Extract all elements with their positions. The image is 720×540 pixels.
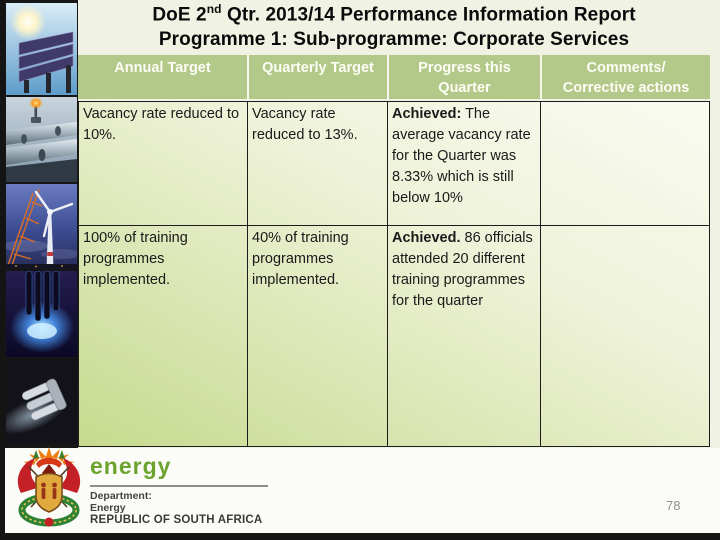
cell-progress: Achieved: The average vacancy rate for t… [388, 102, 541, 225]
cell-comments [541, 226, 709, 446]
cell-annual-target: 100% of training programmes implemented. [79, 226, 248, 446]
title-line-2: Programme 1: Sub-programme: Corporate Se… [158, 29, 630, 51]
performance-table: Annual Target Quarterly Target Progress … [78, 55, 710, 447]
footer [5, 448, 720, 533]
cell-progress: Achieved. 86 officials attended 20 diffe… [388, 226, 541, 446]
table-header-row: Annual Target Quarterly Target Progress … [78, 55, 710, 99]
cell-quarterly-target: 40% of training programmes implemented. [248, 226, 388, 446]
ordinal-superscript: nd [206, 2, 222, 16]
header-annual-target: Annual Target [78, 55, 247, 99]
energy-logo-block: energy Department: Energy REPUBLIC OF SO… [90, 453, 268, 528]
energy-wordmark: energy [90, 453, 172, 479]
page-number: 78 [666, 498, 681, 513]
title-line-1: DoE 2nd Qtr. 2013/14 Performance Informa… [152, 2, 636, 26]
wind-turbine-photo [6, 184, 77, 269]
cell-annual-target: Vacancy rate reduced to 10%. [79, 102, 248, 225]
table-body: Vacancy rate reduced to 10%. Vacancy rat… [78, 101, 710, 447]
slide-title: DoE 2nd Qtr. 2013/14 Performance Informa… [78, 2, 710, 52]
south-africa-coat-of-arms [17, 447, 81, 527]
photo-strip [5, 0, 78, 448]
slide-frame-bottom [0, 533, 720, 540]
gas-flare-pipelines-photo [6, 97, 77, 182]
solar-panels-photo [6, 3, 77, 95]
logo-divider-line [90, 484, 268, 487]
table-row: Vacancy rate reduced to 10%. Vacancy rat… [79, 102, 709, 226]
header-quarterly-target: Quarterly Target [247, 55, 387, 99]
slide-frame-left [0, 0, 5, 540]
cell-quarterly-target: Vacancy rate reduced to 13%. [248, 102, 388, 225]
dept-name: Energy [90, 501, 126, 514]
header-progress-this-quarter: Progress this Quarter [387, 55, 540, 99]
cfl-blue-glow-photo [6, 271, 77, 357]
table-row: 100% of training programmes implemented.… [79, 226, 709, 446]
header-comments-corrective-actions: Comments/ Corrective actions [540, 55, 710, 99]
dept-label: Department: [90, 489, 152, 502]
republic-label: REPUBLIC OF SOUTH AFRICA [90, 514, 263, 527]
cfl-lamp-photo [6, 359, 77, 443]
cell-comments [541, 102, 709, 225]
